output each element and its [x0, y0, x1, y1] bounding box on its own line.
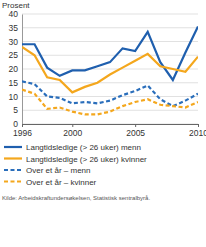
x-tick-label: 2000 [63, 128, 82, 138]
y-tick-label: 30 [9, 37, 19, 47]
legend-label: Over et år – kvinner [26, 178, 97, 187]
x-tick-label: 2005 [126, 128, 145, 138]
y-tick-label: 5 [13, 105, 18, 115]
grid [22, 14, 198, 124]
y-tick: 30 [9, 37, 22, 47]
grid-line [22, 110, 198, 111]
y-tick-label: 15 [9, 78, 19, 88]
y-tick: 10 [9, 92, 22, 102]
y-tick-label: 20 [9, 64, 19, 74]
x-tick-mark [72, 124, 73, 127]
legend-label: Over et år – menn [26, 166, 90, 175]
y-tick-label: 10 [9, 92, 19, 102]
legend: Langtidsledige (> 26 uker) menn Langtidsl… [4, 143, 147, 187]
x-axis-line [23, 125, 199, 128]
grid-line [22, 55, 198, 56]
source: Kilde: Arbeidskraftundersøkelsen, Statis… [2, 195, 150, 201]
x-tick-mark [22, 124, 23, 127]
series-line [22, 26, 198, 80]
y-tick-label: 40 [9, 9, 19, 19]
legend-swatch [4, 180, 22, 182]
y-tick: 5 [13, 105, 22, 115]
y-tick-label: 25 [9, 50, 19, 60]
x-tick-mark [198, 124, 199, 127]
legend-label: Langtidsledige (> 26 uker) menn [26, 143, 141, 152]
chart: 05101520253035401996200020052010ProsentL… [0, 0, 206, 247]
x-tick: 2005 [126, 124, 145, 138]
grid-line [22, 41, 198, 42]
y-axis-line [22, 15, 23, 125]
legend-swatch [4, 146, 22, 148]
legend-label: Langtidsledige (> 26 uker) kvinner [26, 155, 147, 164]
grid-line [22, 82, 198, 83]
legend-swatch [4, 169, 22, 171]
y-tick-label: 35 [9, 23, 19, 33]
grid-line [22, 96, 198, 97]
grid-line [22, 27, 198, 28]
grid-line [22, 14, 198, 15]
y-tick: 15 [9, 78, 22, 88]
y-axis: 0510152025303540 [9, 9, 23, 129]
lines [22, 26, 198, 114]
legend-swatch [4, 157, 22, 159]
x-tick-label: 2010 [189, 128, 206, 138]
series-line [22, 81, 198, 106]
y-tick: 40 [9, 9, 22, 19]
x-tick: 2010 [189, 124, 206, 138]
series-line [22, 90, 198, 115]
y-tick: 20 [9, 64, 22, 74]
x-tick: 1996 [13, 124, 32, 138]
y-tick: 35 [9, 23, 22, 33]
series-line [22, 47, 198, 92]
x-tick-label: 1996 [13, 128, 32, 138]
y-tick: 25 [9, 50, 22, 60]
x-tick: 2000 [63, 124, 82, 138]
y-axis-title: Prosent [2, 1, 30, 10]
x-axis: 1996 2000 2005 2010 [13, 124, 206, 138]
x-tick-mark [135, 124, 136, 127]
